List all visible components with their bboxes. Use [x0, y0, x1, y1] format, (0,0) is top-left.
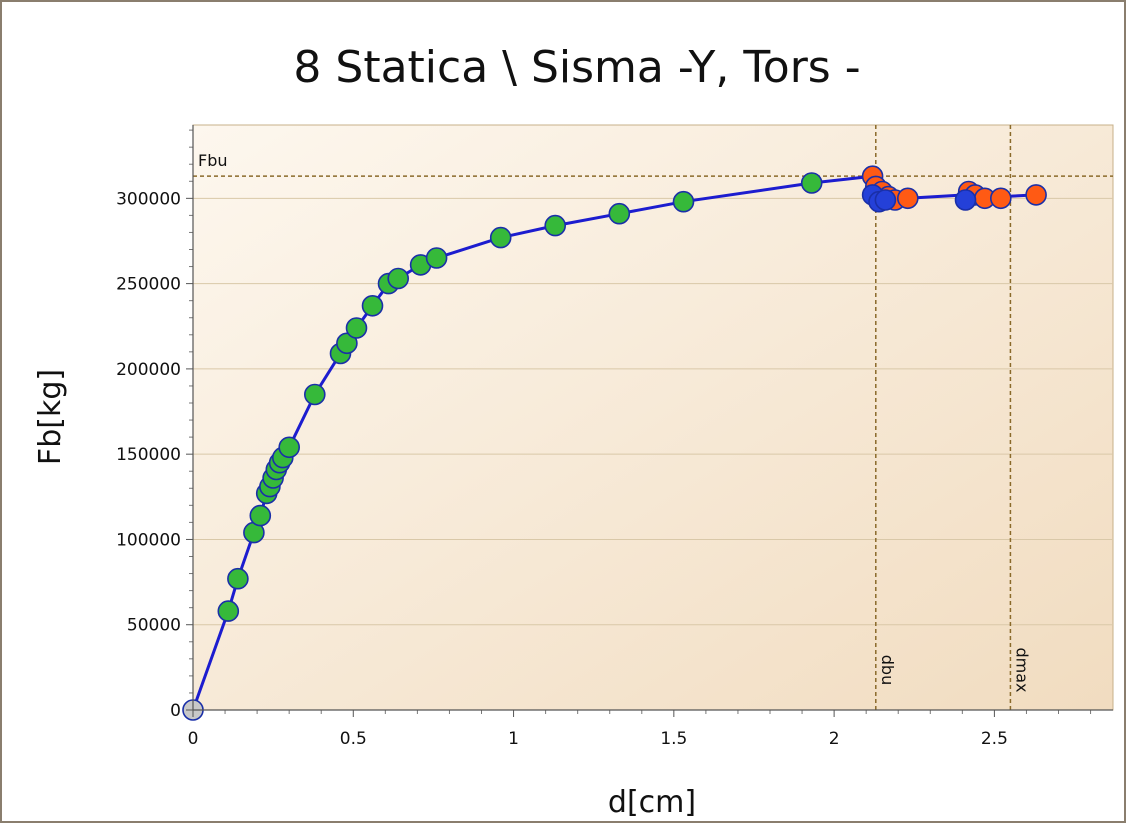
x-tick-label: 2 — [829, 729, 840, 749]
data-point — [303, 383, 326, 406]
y-tick-label: 100000 — [116, 530, 181, 550]
data-point — [544, 214, 567, 237]
data-point — [489, 226, 512, 249]
data-point — [361, 294, 384, 317]
plot-area — [192, 124, 1114, 711]
points-layer — [182, 165, 1047, 721]
data-point — [874, 189, 897, 211]
y-tick-label: 200000 — [116, 360, 181, 380]
chart-title: 8 Statica \ Sisma -Y, Tors - — [293, 42, 860, 93]
data-point — [387, 267, 410, 290]
y-tick-labels: 0 50000 100000 150000 200000 250000 300000 — [116, 189, 181, 721]
data-point — [227, 567, 249, 590]
fbu-label: Fbu — [198, 151, 228, 170]
data-point — [800, 172, 823, 194]
data-point — [1025, 184, 1047, 206]
y-tick-label: 150000 — [116, 445, 181, 465]
y-tick-label: 250000 — [116, 275, 181, 295]
data-point — [278, 436, 301, 459]
data-point — [425, 247, 448, 269]
minor-ticks — [189, 129, 1092, 714]
data-point — [989, 187, 1012, 210]
y-tick-label: 0 — [170, 701, 181, 721]
data-point — [217, 600, 240, 622]
x-tick-label: 2.5 — [981, 729, 1008, 749]
data-point — [954, 189, 977, 211]
data-point — [249, 504, 272, 527]
dmax-label: dmax — [1012, 647, 1031, 692]
data-point — [608, 202, 631, 225]
x-axis-label: d[cm] — [608, 785, 696, 820]
data-point — [672, 190, 695, 213]
data-point — [336, 332, 358, 355]
y-tick-label: 50000 — [127, 616, 181, 636]
axes — [186, 125, 1113, 717]
x-tick-labels: 0 0.5 1 1.5 2 2.5 — [188, 729, 1008, 749]
x-tick-label: 0 — [188, 729, 199, 749]
data-point — [896, 187, 919, 210]
x-tick-label: 0.5 — [340, 729, 367, 749]
grid-lines — [193, 197, 1113, 626]
y-axis-label: Fb[kg] — [33, 369, 68, 465]
x-tick-label: 1 — [508, 729, 519, 749]
x-tick-label: 1.5 — [660, 729, 687, 749]
data-point — [345, 317, 368, 339]
dbu-label: dbu — [878, 655, 897, 685]
reference-lines: Fbu dbu dmax — [193, 125, 1113, 710]
y-tick-label: 300000 — [116, 189, 181, 209]
